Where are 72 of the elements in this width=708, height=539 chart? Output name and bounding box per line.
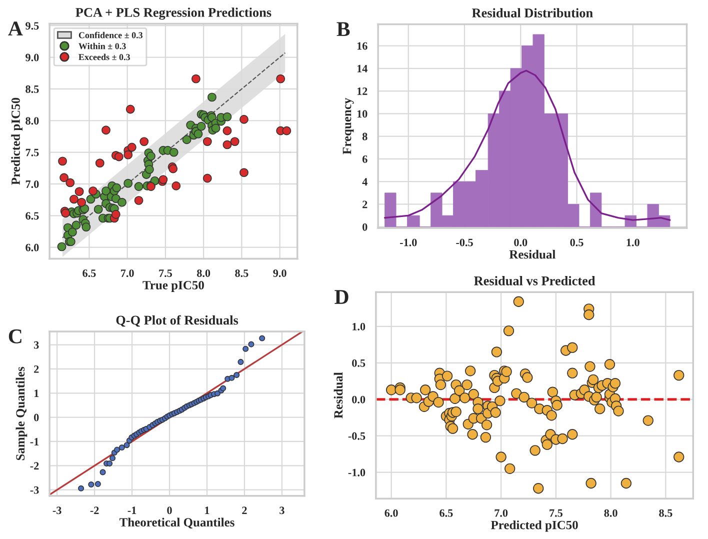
x-axis-title: Theoretical Quantiles (120, 518, 234, 528)
y-tick-label: 0.0 (352, 396, 366, 404)
x-tick-label: 6.5 (440, 509, 453, 517)
y-tick-label: -1 (30, 438, 39, 446)
chart-title: PCA + PLS Regression Predictions (76, 8, 272, 20)
y-tick-label: -2 (30, 462, 39, 470)
x-tick-label: 8.5 (235, 269, 248, 278)
x-tick-label: -1.0 (400, 238, 417, 246)
legend-label: Confidence ± 0.3 (78, 32, 143, 38)
chart-title: Residual vs Predicted (474, 276, 596, 286)
y-tick-label: 2 (362, 200, 368, 208)
x-tick-label: 6.5 (82, 269, 96, 278)
x-tick-label: 8.0 (604, 509, 618, 517)
x-tick-label: 3 (280, 506, 284, 514)
x-tick-label: 1.0 (626, 238, 640, 246)
x-tick-label: 1 (205, 506, 210, 514)
y-axis-title: Frequency (342, 98, 354, 154)
text: B (336, 22, 350, 36)
y-tick-label: 9.0 (26, 54, 39, 62)
x-tick-label: 8.0 (197, 269, 210, 278)
x-tick-label: 0.5 (570, 238, 584, 246)
y-tick-label: 12 (357, 88, 368, 95)
y-tick-label: 0 (362, 223, 368, 231)
y-tick-label: 6.5 (26, 212, 39, 220)
x-tick-label: 0 (167, 506, 172, 514)
legend-label: Exceeds ± 0.3 (78, 54, 130, 60)
y-tick-label: 14 (357, 64, 368, 72)
text: C (8, 329, 22, 344)
x-axis-title: Residual (509, 250, 556, 259)
y-tick-label: 8.5 (26, 85, 39, 93)
y-tick-label: -1.0 (348, 468, 366, 476)
y-tick-label: 0 (34, 414, 39, 422)
y-axis-title: Sample Quantiles (16, 366, 28, 460)
y-tick-label: 9.5 (26, 22, 39, 30)
x-tick-label: 0.0 (514, 238, 528, 246)
y-tick-label: -3 (30, 486, 39, 494)
x-tick-label: 7.5 (550, 509, 562, 517)
legend-label: Within ± 0.3 (78, 42, 126, 50)
text: A (8, 22, 23, 36)
chart-title: Residual Distribution (472, 8, 593, 18)
y-tick-label: 10 (357, 110, 368, 118)
y-tick-label: 8.0 (26, 117, 39, 125)
x-tick-label: -3 (52, 506, 62, 514)
x-tick-label: 2 (242, 506, 247, 514)
x-tick-label: 7.5 (159, 270, 172, 278)
y-tick-label: 16 (357, 42, 368, 50)
x-tick-label: -1 (128, 506, 136, 514)
y-tick-label: -0.5 (348, 432, 366, 440)
y-tick-label: 1 (34, 390, 39, 397)
y-axis-title: Predicted pIC50 (11, 98, 22, 185)
x-tick-label: 7.0 (494, 509, 508, 517)
y-tick-label: 2 (34, 365, 39, 373)
x-tick-label: 7.0 (121, 269, 134, 278)
y-tick-label: 4 (362, 178, 368, 186)
x-tick-label: -0.5 (456, 238, 473, 246)
x-axis-title: True pIC50 (142, 280, 204, 292)
x-tick-label: 8.5 (659, 509, 672, 517)
chart-title: Q-Q Plot of Residuals (116, 315, 238, 327)
y-tick-label: 7.5 (26, 148, 39, 156)
x-tick-label: 6.0 (384, 509, 398, 517)
y-tick-label: 7.0 (26, 180, 39, 188)
y-tick-label: 6.0 (26, 244, 39, 252)
x-axis-title: Predicted pIC50 (490, 520, 578, 532)
y-axis-title: Residual (334, 372, 343, 418)
y-tick-label: 8 (362, 132, 368, 140)
y-tick-label: 6 (362, 155, 368, 163)
x-tick-label: 9.0 (273, 269, 286, 278)
x-tick-label: -2 (90, 506, 99, 514)
y-tick-label: 3 (34, 341, 39, 349)
y-tick-label: 1.0 (352, 322, 366, 330)
y-tick-label: 0.5 (352, 359, 366, 367)
text: D (334, 290, 348, 304)
